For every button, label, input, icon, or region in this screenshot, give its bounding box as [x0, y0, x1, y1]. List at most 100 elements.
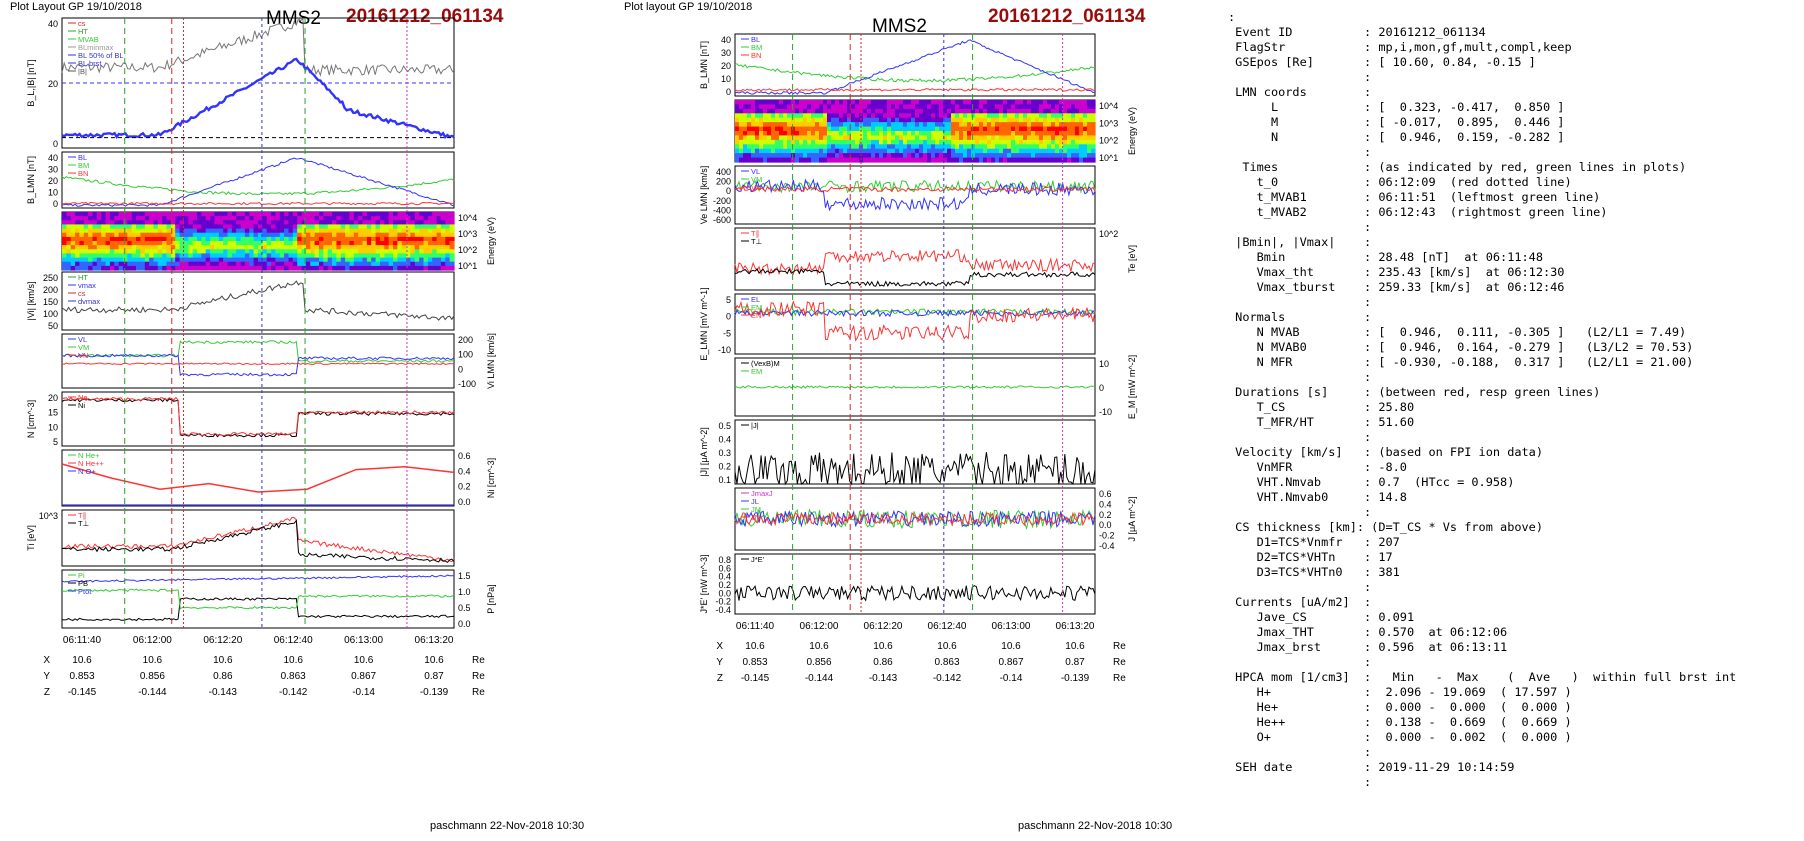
- spectrogram-cell: [1027, 144, 1032, 150]
- spectrogram-cell: [935, 113, 940, 119]
- spectrogram-cell: [1007, 144, 1012, 150]
- spectrogram-cell: [131, 257, 137, 263]
- spectrogram-cell: [271, 228, 277, 234]
- spectrogram-cell: [739, 144, 744, 150]
- spectrogram-cell: [1047, 122, 1052, 128]
- spectrogram-cell: [803, 144, 808, 150]
- spectrogram-cell: [205, 224, 211, 230]
- spectrogram-cell: [987, 148, 992, 154]
- spectrogram-cell: [153, 228, 159, 234]
- spectrogram-cell: [835, 104, 840, 110]
- ephemeris-value: 10.6: [283, 655, 303, 666]
- spectrogram-cell: [327, 245, 333, 250]
- spectrogram-cell: [62, 241, 67, 246]
- spectrogram-cell: [397, 212, 403, 217]
- spectrogram-cell: [249, 236, 255, 242]
- spectrogram-cell: [423, 216, 429, 221]
- spectrogram-cell: [975, 126, 980, 132]
- spectrogram-cell: [162, 216, 168, 221]
- spectrogram-cell: [959, 144, 964, 150]
- spectrogram-cell: [123, 220, 128, 225]
- spectrogram-cell: [911, 108, 916, 114]
- spectrogram-cell: [114, 257, 120, 263]
- spectrogram-cell: [923, 108, 928, 114]
- spectrogram-cell: [236, 257, 242, 263]
- spectrogram-cell: [271, 220, 277, 225]
- spectrogram-cell: [397, 224, 403, 230]
- spectrogram-cell: [184, 241, 189, 246]
- spectrogram-cell: [819, 108, 824, 114]
- spectrogram-cell: [783, 100, 788, 105]
- spectrogram-cell: [1067, 117, 1072, 123]
- spectrogram-cell: [323, 261, 329, 267]
- spectrogram-cell: [432, 236, 438, 242]
- spectrogram-cell: [436, 245, 442, 250]
- spectrogram-cell: [955, 144, 960, 150]
- spectrogram-cell: [197, 253, 202, 259]
- spectrogram-cell: [947, 117, 952, 123]
- spectrogram-cell: [305, 265, 311, 271]
- spectrogram-cell: [105, 249, 111, 254]
- spectrogram-cell: [871, 126, 876, 132]
- spectrogram-cell: [349, 232, 355, 238]
- spectrogram-cell: [767, 117, 772, 123]
- spectrogram-cell: [349, 245, 355, 250]
- legend-entry: dvmax: [78, 297, 100, 306]
- legend-entry: VL: [78, 335, 87, 344]
- spectrogram-cell: [179, 212, 185, 217]
- spectrogram-cell: [899, 122, 904, 128]
- summary-line: :: [1228, 295, 1372, 309]
- spectrogram-cell: [292, 212, 298, 217]
- spectrogram-cell: [197, 212, 202, 217]
- y-tick-label: 10^3: [1099, 118, 1118, 128]
- spectrogram-cell: [92, 216, 98, 221]
- spectrogram-cell: [835, 108, 840, 114]
- spectrogram-cell: [735, 117, 740, 123]
- spectrogram-cell: [1075, 131, 1080, 136]
- spectrogram-cell: [118, 253, 124, 259]
- spectrogram-cell: [931, 126, 936, 132]
- spectrogram-cell: [449, 253, 455, 259]
- spectrogram-cell: [815, 117, 820, 123]
- spectrogram-cell: [963, 157, 968, 163]
- summary-line: L : [ 0.323, -0.417, 0.850 ]: [1228, 100, 1565, 114]
- spectrogram-cell: [336, 212, 342, 217]
- y-tick-label: -0.2: [715, 597, 731, 607]
- spectrogram-cell: [114, 261, 120, 267]
- spectrogram-cell: [75, 253, 81, 259]
- y-axis-label: |J| [μA m^-2]: [699, 427, 709, 477]
- spectrogram-cell: [1067, 131, 1072, 136]
- spectrogram-cell: [947, 153, 952, 159]
- spectrogram-cell: [807, 135, 812, 141]
- spectrogram-cell: [231, 232, 237, 238]
- spectrogram-cell: [123, 236, 128, 242]
- spectrogram-cell: [999, 117, 1004, 123]
- right-plot-header: Plot layout GP 19/10/2018: [624, 1, 753, 13]
- spectrogram-cell: [783, 126, 788, 132]
- spectrogram-cell: [787, 122, 792, 128]
- spectrogram-cell: [927, 126, 932, 132]
- spectrogram-cell: [799, 144, 804, 150]
- spectrogram-cell: [262, 224, 268, 230]
- spectrogram-cell: [427, 216, 433, 221]
- legend-entry: BL brst: [78, 59, 102, 68]
- spectrogram-cell: [1087, 108, 1092, 114]
- spectrogram-cell: [83, 212, 89, 217]
- spectrogram-cell: [763, 144, 768, 150]
- spectrogram-cell: [779, 157, 784, 163]
- spectrogram-cell: [823, 139, 828, 145]
- spectrogram-cell: [358, 249, 364, 254]
- spectrogram-cell: [823, 148, 828, 154]
- spectrogram-cell: [851, 100, 856, 105]
- spectrogram-cell: [971, 122, 976, 128]
- spectrogram-cell: [775, 100, 780, 105]
- spectrogram-cell: [947, 139, 952, 145]
- spectrogram-cell: [1023, 157, 1028, 163]
- spectrogram-cell: [388, 241, 394, 246]
- spectrogram-cell: [366, 220, 372, 225]
- spectrogram-cell: [851, 113, 856, 119]
- spectrogram-cell: [157, 224, 163, 230]
- spectrogram-cell: [1063, 135, 1068, 141]
- ephemeris-value: 10.6: [937, 641, 957, 652]
- spectrogram-cell: [401, 245, 407, 250]
